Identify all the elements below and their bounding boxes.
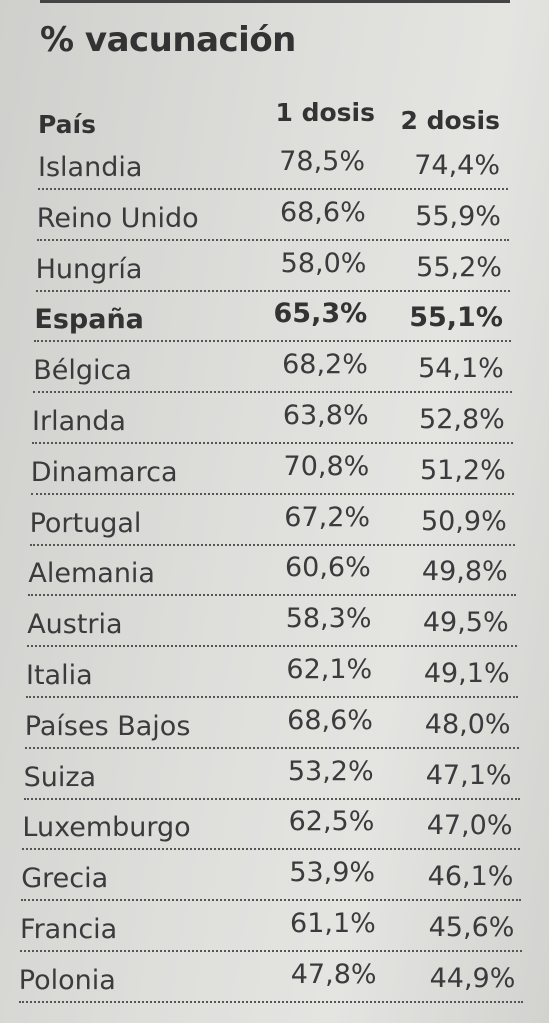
second-dose-cell: 47,0% (426, 810, 513, 842)
country-cell: Portugal (29, 507, 142, 539)
first-dose-cell: 61,1% (290, 908, 376, 939)
row-separator (34, 340, 511, 343)
second-dose-cell: 74,4% (414, 150, 500, 181)
row-separator (35, 289, 510, 292)
row-separator (18, 1000, 524, 1003)
table-title: % vacunación (40, 20, 296, 60)
first-dose-cell: 78,5% (279, 146, 365, 177)
second-dose-cell: 50,9% (420, 505, 507, 537)
second-dose-cell: 45,6% (428, 912, 515, 943)
country-cell: Grecia (21, 863, 109, 895)
first-dose-cell: 58,3% (285, 603, 372, 635)
row-separator (28, 594, 516, 597)
row-separator (24, 746, 519, 749)
country-cell: Luxemburgo (22, 812, 191, 844)
country-cell: Hungría (35, 253, 143, 285)
first-dose-cell: 68,2% (282, 349, 368, 381)
country-cell: Bélgica (33, 355, 132, 387)
second-dose-cell: 49,8% (421, 556, 508, 588)
country-cell: Polonia (18, 964, 116, 996)
column-header: 1 dosis (275, 98, 376, 127)
row-separator (26, 696, 518, 698)
second-dose-cell: 54,1% (418, 353, 504, 385)
second-dose-cell: 49,1% (423, 658, 510, 689)
country-cell: Reino Unido (36, 202, 199, 234)
first-dose-cell: 53,2% (287, 755, 374, 787)
first-dose-cell: 60,6% (284, 552, 371, 584)
first-dose-cell: 62,1% (286, 654, 373, 685)
second-dose-cell: 52,8% (419, 404, 505, 435)
second-dose-cell: 47,1% (425, 759, 512, 791)
second-dose-cell: 44,9% (429, 962, 516, 994)
second-dose-cell: 55,1% (409, 302, 503, 334)
second-dose-cell: 55,9% (415, 200, 501, 232)
country-cell: Irlanda (32, 406, 126, 437)
country-cell: España (34, 304, 144, 336)
row-separator (38, 188, 508, 190)
row-separator (22, 848, 521, 851)
first-dose-cell: 70,8% (283, 450, 370, 482)
first-dose-cell: 65,3% (273, 298, 368, 330)
second-dose-cell: 55,2% (416, 251, 502, 283)
second-dose-cell: 48,0% (424, 708, 511, 740)
first-dose-cell: 67,2% (284, 501, 371, 533)
country-cell: Francia (20, 914, 118, 945)
first-dose-cell: 63,8% (282, 400, 369, 431)
first-dose-cell: 53,9% (289, 857, 376, 889)
second-dose-cell: 46,1% (427, 861, 514, 893)
row-separator (23, 797, 520, 800)
row-separator (27, 645, 517, 648)
country-cell: Dinamarca (30, 456, 178, 488)
first-dose-cell: 58,0% (280, 247, 367, 279)
country-cell: Alemania (28, 558, 155, 590)
first-dose-cell: 47,8% (290, 958, 377, 990)
row-separator (20, 950, 523, 952)
country-cell: Italia (26, 660, 93, 691)
first-dose-cell: 68,6% (287, 704, 373, 736)
first-dose-cell: 62,5% (288, 806, 375, 838)
row-separator (36, 238, 509, 241)
row-separator (30, 492, 514, 495)
row-separator (33, 391, 512, 394)
country-cell: Países Bajos (24, 710, 191, 742)
second-dose-cell: 51,2% (419, 454, 506, 486)
row-separator (32, 442, 513, 444)
country-cell: Islandia (38, 152, 143, 183)
top-rule (40, 0, 510, 3)
first-dose-cell: 68,6% (279, 196, 366, 228)
row-separator (21, 899, 522, 902)
row-separator (29, 543, 515, 546)
second-dose-cell: 49,5% (422, 607, 509, 639)
column-header: 2 dosis (400, 106, 501, 135)
column-header: País (38, 110, 96, 139)
country-cell: Suiza (23, 761, 97, 793)
country-cell: Austria (27, 609, 123, 641)
